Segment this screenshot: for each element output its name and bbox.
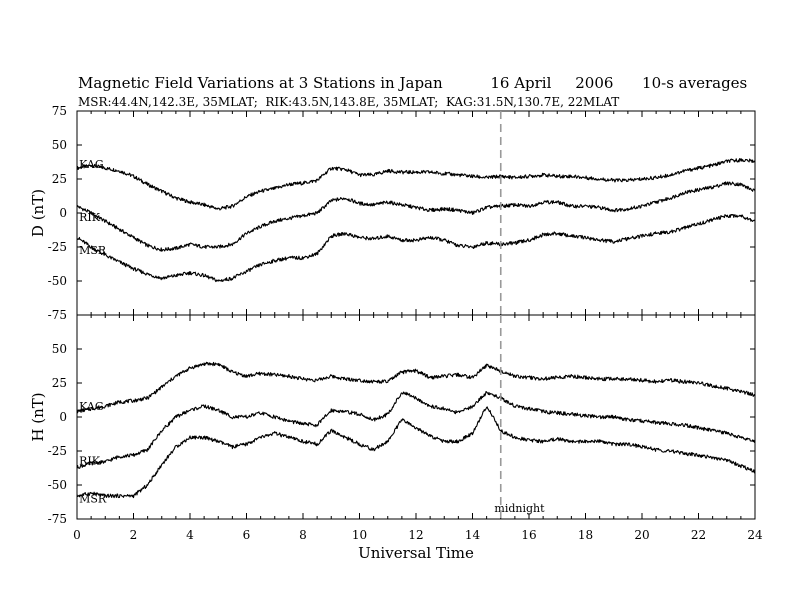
y-tick-label: 0 (59, 410, 67, 424)
annotation-label: KAG (79, 158, 104, 171)
y-tick-label: -25 (48, 240, 67, 254)
chart-year: 2006 (575, 74, 614, 92)
annotation-label: KAG (79, 400, 104, 413)
chart-date: 16 April (490, 74, 552, 92)
annotation-label: MSR (79, 244, 107, 257)
x-tick-label: 16 (521, 528, 536, 542)
y-tick-label: 50 (52, 342, 67, 356)
y-tick-label: 75 (52, 104, 67, 118)
plot-frame-bottom (76, 314, 756, 520)
annotation-label: RIK (79, 455, 101, 468)
annotation-label: RIK (79, 211, 101, 224)
x-tick-label: 24 (747, 528, 763, 542)
y-tick-label: 25 (52, 172, 67, 186)
plot-frame-top (76, 110, 756, 316)
x-tick-label: 8 (299, 528, 307, 542)
y-tick-label: -25 (48, 444, 67, 458)
x-tick-label: 0 (73, 528, 81, 542)
x-tick-label: 20 (634, 528, 649, 542)
x-tick-label: 2 (130, 528, 138, 542)
chart-averaging: 10-s averages (642, 74, 748, 92)
x-tick-label: 10 (352, 528, 367, 542)
y-axis-label: H (nT) (29, 392, 47, 441)
x-tick-label: 18 (578, 528, 593, 542)
annotation-label: midnight (494, 502, 545, 515)
x-tick-label: 14 (465, 528, 481, 542)
series-line-msr-top (76, 213, 756, 283)
y-tick-label: -50 (48, 274, 67, 288)
y-tick-label: -75 (48, 308, 67, 322)
chart-title: Magnetic Field Variations at 3 Stations … (78, 74, 443, 92)
y-tick-label: -75 (48, 512, 67, 526)
y-tick-label: 25 (52, 376, 67, 390)
chart-title-line: Magnetic Field Variations at 3 Stations … (78, 74, 747, 92)
y-tick-label: -50 (48, 478, 67, 492)
x-tick-label: 22 (691, 528, 706, 542)
series-line-rik-top (76, 181, 756, 252)
x-axis-label: Universal Time (358, 544, 474, 562)
y-tick-label: 50 (52, 138, 67, 152)
x-tick-label: 4 (186, 528, 194, 542)
series-line-msr-bottom (76, 406, 756, 499)
x-tick-label: 6 (243, 528, 251, 542)
x-tick-label: 12 (408, 528, 423, 542)
chart-subtitle: MSR:44.4N,142.3E, 35MLAT; RIK:43.5N,143.… (78, 95, 620, 109)
series-line-kag-bottom (76, 361, 756, 414)
series-line-rik-bottom (76, 391, 756, 469)
annotation-label: MSR (79, 493, 107, 506)
y-tick-label: 0 (59, 206, 67, 220)
y-axis-label: D (nT) (29, 189, 47, 237)
series-line-kag-top (76, 158, 756, 211)
